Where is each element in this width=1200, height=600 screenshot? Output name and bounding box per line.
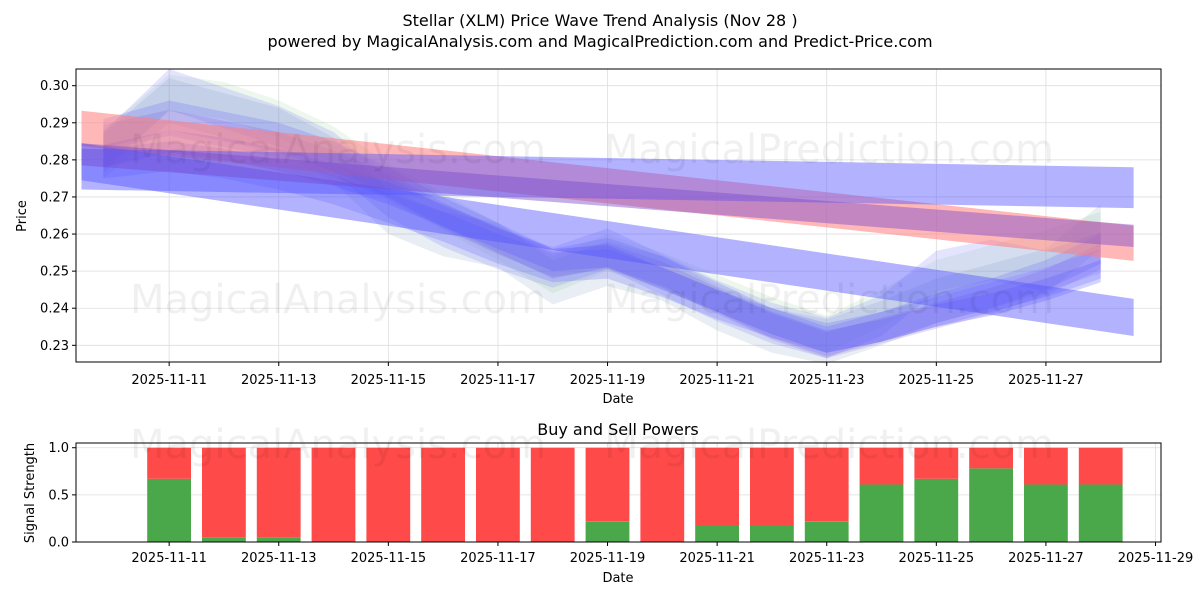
sell-bar (530, 447, 575, 542)
price-y-ticks: 0.23 0.24 0.25 0.26 0.27 0.28 0.29 0.30 (40, 79, 76, 354)
sell-bar (147, 447, 191, 479)
price-y-tick-label: 0.28 (40, 153, 69, 168)
price-y-label: Price (15, 200, 30, 232)
price-y-tick-label: 0.30 (40, 79, 69, 94)
signal-y-ticks: 0.0 0.5 1.0 (48, 441, 76, 551)
price-x-tick-label: 2025-11-11 (131, 373, 207, 388)
signal-x-tick-label: 2025-11-23 (789, 551, 865, 566)
price-x-tick-label: 2025-11-21 (679, 373, 755, 388)
buy-bar (969, 468, 1013, 542)
buy-bar (202, 537, 246, 542)
price-x-tick-label: 2025-11-19 (570, 373, 646, 388)
price-y-tick-label: 0.25 (40, 265, 69, 280)
buy-bar (750, 526, 794, 542)
chart-subtitle: powered by MagicalAnalysis.com and Magic… (267, 32, 932, 51)
buy-bar (695, 526, 739, 542)
price-x-ticks: 2025-11-11 2025-11-13 2025-11-15 2025-11-17… (131, 362, 1084, 388)
sell-bar (366, 447, 411, 542)
signal-x-tick-label: 2025-11-11 (131, 551, 207, 566)
signal-panel: Buy and Sell Powers 2025-11-11 2025-11-13… (23, 420, 1193, 586)
watermark-prediction-bottom: MagicalPrediction.com (604, 422, 1054, 468)
signal-y-tick-label: 1.0 (48, 441, 69, 456)
signal-axes-frame (75, 442, 1162, 543)
buy-bar (1024, 484, 1068, 542)
buy-bar (256, 537, 301, 542)
sell-bar (695, 447, 739, 526)
buy-bar (804, 521, 849, 542)
sell-bar (914, 447, 959, 479)
wave-band-3 (103, 69, 1101, 359)
price-x-tick-label: 2025-11-15 (351, 373, 427, 388)
signal-x-tick-label: 2025-11-21 (679, 551, 755, 566)
buy-bar (859, 484, 904, 542)
signal-x-tick-label: 2025-11-19 (570, 551, 646, 566)
watermark-analysis-top: MagicalAnalysis.com (130, 127, 546, 173)
price-panel: 2025-11-11 2025-11-13 2025-11-15 2025-11-17… (15, 68, 1162, 407)
price-x-tick-label: 2025-11-13 (241, 373, 317, 388)
sell-bar (750, 447, 794, 526)
sell-bar (859, 447, 904, 485)
trend-band-red (81, 110, 1134, 261)
sell-bar (256, 447, 301, 538)
price-y-tick-label: 0.23 (40, 339, 69, 354)
trend-band-blue-flat (81, 148, 1134, 209)
price-y-tick-label: 0.27 (40, 190, 69, 205)
buy-bar (1078, 484, 1123, 542)
chart-title: Stellar (XLM) Price Wave Trend Analysis … (402, 11, 797, 30)
signal-x-tick-label: 2025-11-15 (351, 551, 427, 566)
price-x-tick-label: 2025-11-17 (460, 373, 536, 388)
signal-y-label: Signal Strength (23, 443, 38, 543)
sell-bar (640, 447, 685, 542)
price-x-label: Date (602, 392, 633, 407)
signal-x-tick-label: 2025-11-13 (241, 551, 317, 566)
wave-band-6 (103, 141, 1101, 353)
price-x-tick-label: 2025-11-23 (789, 373, 865, 388)
signal-x-tick-label: 2025-11-17 (460, 551, 536, 566)
signal-y-tick-label: 0.5 (48, 488, 69, 503)
signal-x-tick-label: 2025-11-29 (1118, 551, 1194, 566)
wave-band-2 (103, 78, 1101, 364)
price-y-tick-label: 0.24 (40, 302, 69, 317)
sell-bar (1078, 447, 1123, 485)
trend-band-purple (81, 143, 1134, 247)
watermark-prediction-top: MagicalPrediction.com (604, 127, 1054, 173)
wave-band-7 (103, 130, 1101, 353)
sell-bar (804, 447, 849, 522)
sell-bar (476, 447, 520, 542)
signal-title: Buy and Sell Powers (537, 420, 699, 439)
signal-x-tick-label: 2025-11-25 (899, 551, 975, 566)
buy-bar (914, 478, 959, 542)
price-bands (81, 69, 1134, 364)
trend-band-blue-steep (81, 143, 1134, 336)
signal-y-tick-label: 0.0 (48, 536, 69, 551)
signal-x-tick-label: 2025-11-27 (1008, 551, 1084, 566)
sell-bar (969, 447, 1013, 469)
price-x-tick-label: 2025-11-27 (1008, 373, 1084, 388)
sell-bar (585, 447, 630, 522)
buy-bar (585, 521, 630, 542)
price-y-tick-label: 0.29 (40, 116, 69, 131)
price-y-tick-label: 0.26 (40, 228, 69, 243)
buy-bar (147, 478, 191, 542)
price-axes-frame (75, 68, 1162, 363)
signal-x-ticks: 2025-11-11 2025-11-13 2025-11-15 2025-11-17… (131, 542, 1193, 566)
watermark-analysis-bottom: MagicalAnalysis.com (130, 422, 546, 468)
sell-bar (421, 447, 465, 542)
sell-bar (202, 447, 246, 538)
price-x-tick-label: 2025-11-25 (899, 373, 975, 388)
signal-x-label: Date (602, 571, 633, 586)
signal-bars (147, 447, 1123, 542)
sell-bar (1024, 447, 1068, 485)
watermark-prediction-mid: MagicalPrediction.com (604, 277, 1054, 323)
watermark-analysis-mid: MagicalAnalysis.com (130, 277, 546, 323)
sell-bar (311, 447, 356, 542)
